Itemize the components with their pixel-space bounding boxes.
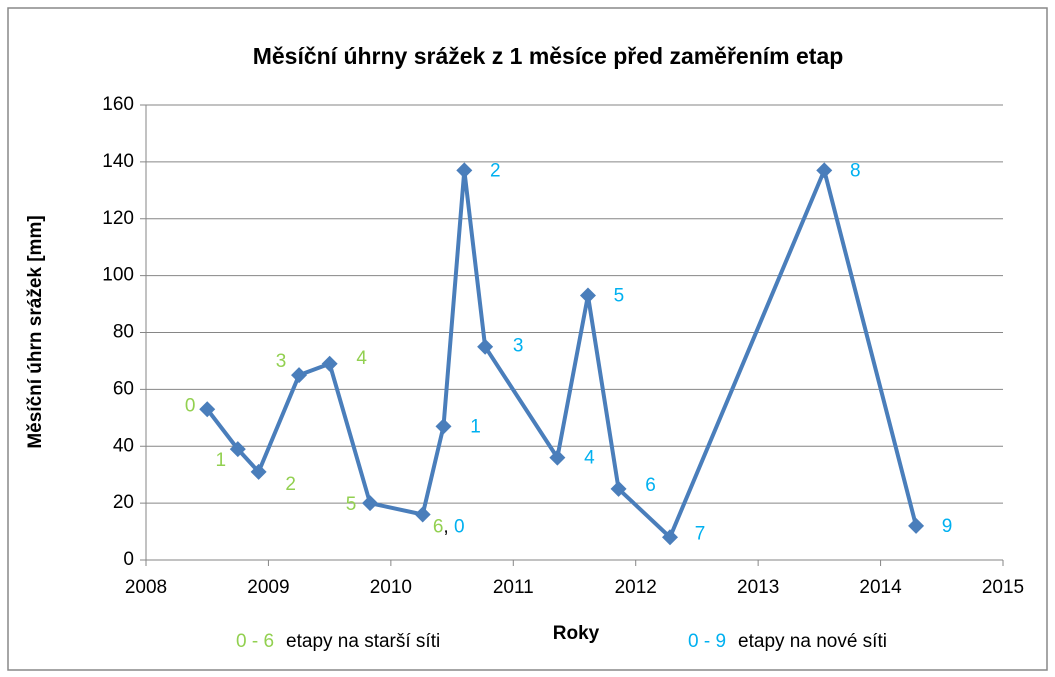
x-tick-label: 2014: [859, 577, 902, 598]
data-point: [362, 495, 379, 512]
point-label: 1: [216, 450, 227, 471]
y-tick-label: 60: [113, 378, 134, 399]
point-label-part: 2: [490, 160, 501, 181]
point-label-part: 1: [470, 416, 481, 437]
point-label: 6: [645, 475, 656, 496]
x-tick-label: 2010: [370, 577, 412, 598]
point-label-part: 6: [645, 475, 656, 496]
point-label: 4: [584, 448, 595, 469]
point-label-part: 3: [276, 351, 287, 372]
data-point: [549, 449, 566, 466]
point-label-part: 3: [513, 336, 524, 357]
y-tick-label: 40: [113, 435, 134, 456]
point-label-part: 4: [356, 348, 367, 369]
x-tick-label: 2011: [493, 577, 534, 598]
data-point: [229, 441, 246, 458]
point-label-part: 0: [449, 517, 465, 538]
x-tick-label: 2009: [247, 577, 289, 598]
legend-text: etapy na nové síti: [738, 631, 887, 652]
point-label-part: ,: [443, 517, 448, 538]
point-label: 8: [850, 160, 861, 181]
x-tick-label: 2013: [737, 577, 779, 598]
data-point: [250, 463, 267, 480]
data-point: [199, 401, 216, 418]
y-tick-label: 20: [113, 492, 134, 513]
x-tick-label: 2015: [982, 577, 1024, 598]
point-label: 6, 0: [433, 517, 465, 538]
data-point: [321, 355, 338, 372]
point-label: 4: [356, 348, 367, 369]
data-point: [661, 529, 678, 546]
data-point: [414, 506, 431, 523]
x-tick-label: 2008: [125, 577, 167, 598]
point-label: 1: [470, 416, 481, 437]
data-line: [205, 168, 919, 540]
point-label: 5: [614, 286, 625, 307]
point-label-part: 0: [185, 395, 196, 416]
y-tick-label: 120: [102, 208, 134, 229]
data-point: [579, 287, 596, 304]
legend-text: etapy na starší síti: [286, 631, 440, 652]
point-label: 2: [285, 474, 296, 495]
point-label: 0: [185, 395, 196, 416]
y-tick-label: 100: [102, 265, 134, 286]
point-label-part: 8: [850, 160, 861, 181]
y-tick-label: 0: [123, 549, 134, 570]
chart-title: Měsíční úhrny srážek z 1 měsíce před zam…: [253, 43, 844, 69]
data-point: [435, 418, 452, 435]
point-label-part: 7: [695, 523, 706, 544]
point-label-part: 5: [614, 286, 625, 307]
data-point: [908, 517, 925, 534]
point-label: 5: [346, 494, 357, 515]
x-axis-label: Roky: [553, 623, 600, 644]
point-label: 3: [513, 336, 524, 357]
data-point: [477, 338, 494, 355]
legend-range: 0 - 9: [688, 631, 726, 652]
y-axis-label: Měsíční úhrn srážek [mm]: [25, 215, 46, 448]
legend-range: 0 - 6: [236, 631, 274, 652]
y-tick-label: 140: [102, 151, 134, 172]
point-label: 2: [490, 160, 501, 181]
legend-entry: 0 - 9 etapy na nové síti: [688, 631, 887, 652]
point-label-part: 5: [346, 494, 357, 515]
point-label-part: 4: [584, 448, 595, 469]
data-point: [291, 367, 308, 384]
point-label: 7: [695, 523, 706, 544]
chart-frame: [7, 7, 1048, 671]
point-label: 9: [942, 516, 953, 537]
point-label-part: 1: [216, 450, 227, 471]
legend-entry: 0 - 6 etapy na starší síti: [236, 631, 440, 652]
y-tick-label: 80: [113, 322, 134, 343]
x-tick-label: 2012: [615, 577, 657, 598]
y-tick-label: 160: [102, 94, 134, 115]
point-label-part: 9: [942, 516, 953, 537]
data-point: [456, 162, 473, 179]
point-label: 3: [276, 351, 287, 372]
data-point: [610, 480, 627, 497]
data-point: [816, 162, 833, 179]
point-label-part: 6: [433, 517, 444, 538]
point-label-part: 2: [285, 474, 296, 495]
